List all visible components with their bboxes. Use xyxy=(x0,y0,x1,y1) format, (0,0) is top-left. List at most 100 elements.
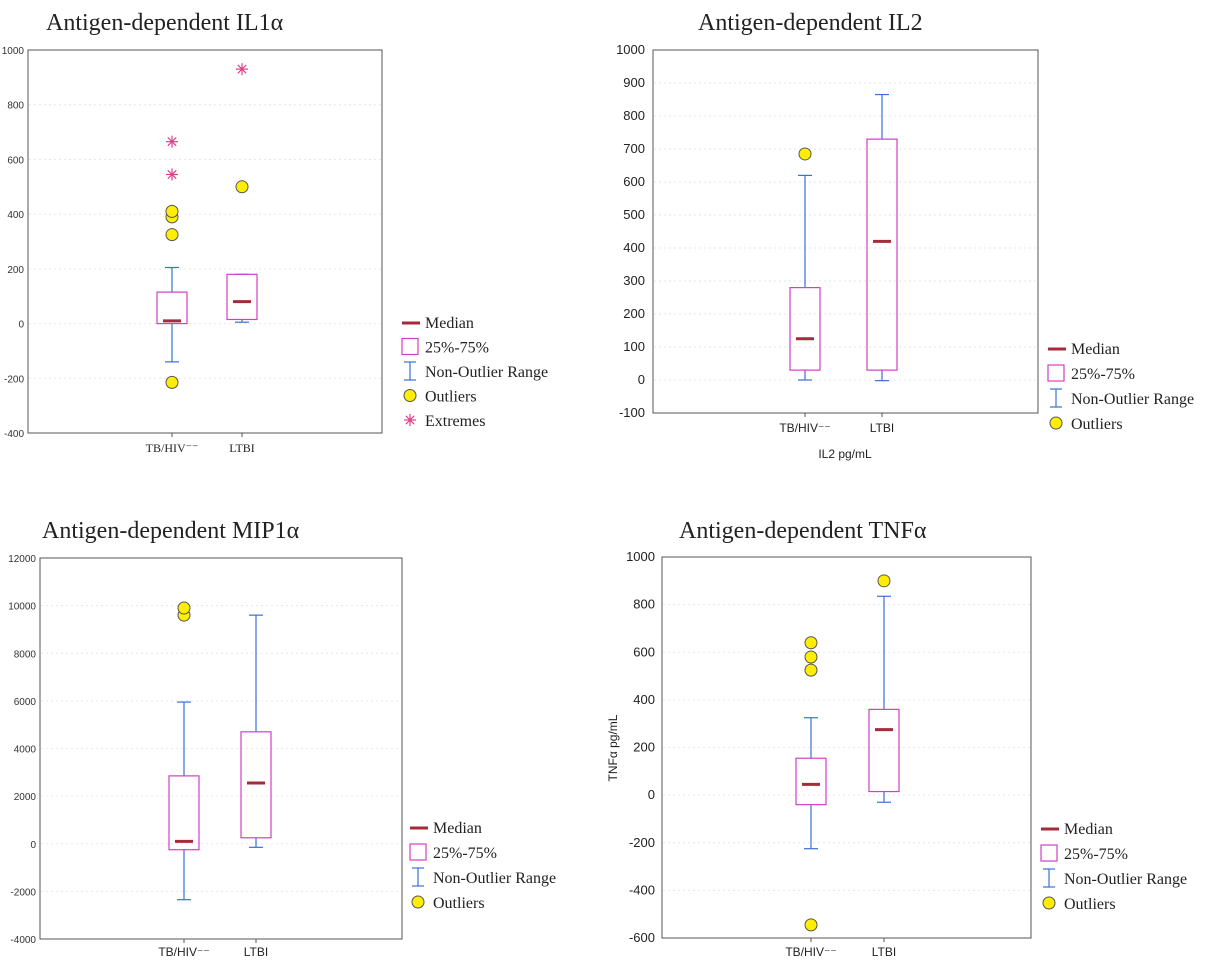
box-tb-hiv xyxy=(168,601,200,901)
legend-item-outliers: Outliers xyxy=(411,895,485,912)
legend-item-median: Median xyxy=(1041,821,1113,838)
legend-swatch xyxy=(411,895,425,909)
extreme-marker xyxy=(404,414,416,426)
legend-item-median: Median xyxy=(1048,341,1120,358)
y-tick-label: 500 xyxy=(623,207,645,222)
outlier-point xyxy=(177,601,191,615)
legend-label: Median xyxy=(1071,341,1120,358)
box-ltbi xyxy=(868,574,900,803)
outlier-point xyxy=(804,636,818,650)
outlier-point xyxy=(165,204,179,218)
legend-item-outliers: Outliers xyxy=(1049,416,1123,433)
box-ltbi xyxy=(240,614,272,848)
y-tick-label: 0 xyxy=(30,840,36,851)
y-tick-label: 12000 xyxy=(8,554,36,565)
y-tick-label: -400 xyxy=(629,882,655,897)
y-tick-label: 400 xyxy=(633,692,655,707)
legend-swatch xyxy=(1047,364,1065,382)
legend: Median 25%-75% Non-Outlier Range Outliers xyxy=(1040,821,1187,913)
y-tick-label: 400 xyxy=(7,210,24,221)
legend-label: 25%-75% xyxy=(433,845,497,862)
iqr-box xyxy=(795,757,827,806)
panel-title: Antigen-dependent IL1α xyxy=(46,10,284,36)
legend-label: Non-Outlier Range xyxy=(1064,871,1187,888)
legend-item-median: Median xyxy=(410,820,482,837)
legend-label: Extremes xyxy=(425,413,485,430)
iqr-box xyxy=(226,273,258,321)
outlier-point xyxy=(804,918,818,932)
box-tb-hiv xyxy=(795,636,827,932)
box-ltbi xyxy=(226,63,258,323)
x-tick-label: LTBI xyxy=(870,421,894,435)
x-tick-label: LTBI xyxy=(229,441,255,455)
extreme-marker xyxy=(236,63,248,76)
outlier-point xyxy=(877,574,891,588)
x-tick-label: LTBI xyxy=(244,945,268,959)
plot-frame xyxy=(661,556,1032,939)
legend-label: Non-Outlier Range xyxy=(1071,391,1194,408)
box-ltbi xyxy=(866,93,898,382)
legend-swatch xyxy=(1042,896,1056,910)
iqr-box xyxy=(866,138,898,371)
legend-item-outliers: Outliers xyxy=(1042,896,1116,913)
legend-swatch xyxy=(401,337,419,356)
extreme-marker xyxy=(166,168,178,181)
outlier-point xyxy=(165,375,179,389)
legend-swatch xyxy=(404,361,416,381)
legend-item-box: 25%-75% xyxy=(401,337,489,357)
y-tick-label: 200 xyxy=(623,306,645,321)
legend-swatch xyxy=(1050,388,1062,408)
iqr-box xyxy=(789,287,821,371)
y-tick-label: 4000 xyxy=(14,745,37,756)
extreme-marker xyxy=(166,135,178,148)
y-tick-label: -200 xyxy=(629,835,655,850)
legend-swatch xyxy=(403,389,417,402)
legend-swatch xyxy=(1043,868,1055,888)
panel-tnfa: Antigen-dependent TNFα TNFα pg/mL -600 -4… xyxy=(606,518,1187,959)
box-tb-hiv xyxy=(156,135,188,389)
y-tick-label: 800 xyxy=(623,108,645,123)
y-tick-label: 600 xyxy=(7,155,24,166)
outlier-point xyxy=(804,650,818,664)
y-tick-label: 6000 xyxy=(14,697,37,708)
panel-il2: Antigen-dependent IL2 IL2 pg/mL -100 0 100… xyxy=(616,10,1194,461)
legend-label: Outliers xyxy=(1071,416,1123,433)
legend-item-range: Non-Outlier Range xyxy=(1043,868,1187,888)
plot-frame xyxy=(652,49,1039,414)
y-tick-label: 0 xyxy=(638,372,645,387)
legend-label: Median xyxy=(425,315,474,332)
legend-label: 25%-75% xyxy=(425,340,489,357)
y-tick-label: 10000 xyxy=(8,602,36,613)
legend-swatch xyxy=(412,867,424,887)
y-tick-label: 8000 xyxy=(14,649,37,660)
legend-swatch xyxy=(1049,416,1063,430)
x-tick-label: LTBI xyxy=(872,945,896,959)
legend-label: Median xyxy=(1064,821,1113,838)
y-tick-label: 200 xyxy=(7,265,24,276)
legend-item-extremes: Extremes xyxy=(404,413,485,430)
iqr-box xyxy=(240,731,272,839)
x-tick-label: TB/HIV⁻⁻ xyxy=(779,421,830,435)
y-tick-label: -200 xyxy=(4,374,24,385)
legend: Median 25%-75% Non-Outlier Range Outliers xyxy=(1047,341,1194,433)
y-tick-label: -600 xyxy=(629,930,655,945)
legend-item-box: 25%-75% xyxy=(409,843,497,862)
x-tick-label: TB/HIV⁻⁻ xyxy=(146,441,199,455)
y-tick-label: 1000 xyxy=(2,46,25,57)
y-tick-label: -100 xyxy=(619,405,645,420)
legend-item-range: Non-Outlier Range xyxy=(404,361,548,381)
plot-frame xyxy=(27,49,383,434)
iqr-box xyxy=(156,291,188,325)
y-tick-label: 1000 xyxy=(616,42,645,57)
legend: Median 25%-75% Non-Outlier Range Outliers xyxy=(409,820,556,912)
outlier-point xyxy=(804,663,818,677)
legend-swatch xyxy=(409,843,427,861)
iqr-box xyxy=(168,775,200,851)
x-axis-label: IL2 pg/mL xyxy=(818,447,872,461)
y-tick-label: 400 xyxy=(623,240,645,255)
panel-title: Antigen-dependent TNFα xyxy=(679,518,927,544)
y-tick-label: 300 xyxy=(623,273,645,288)
y-tick-label: 700 xyxy=(623,141,645,156)
legend-label: Non-Outlier Range xyxy=(433,870,556,887)
y-axis-label: TNFα pg/mL xyxy=(606,714,620,781)
